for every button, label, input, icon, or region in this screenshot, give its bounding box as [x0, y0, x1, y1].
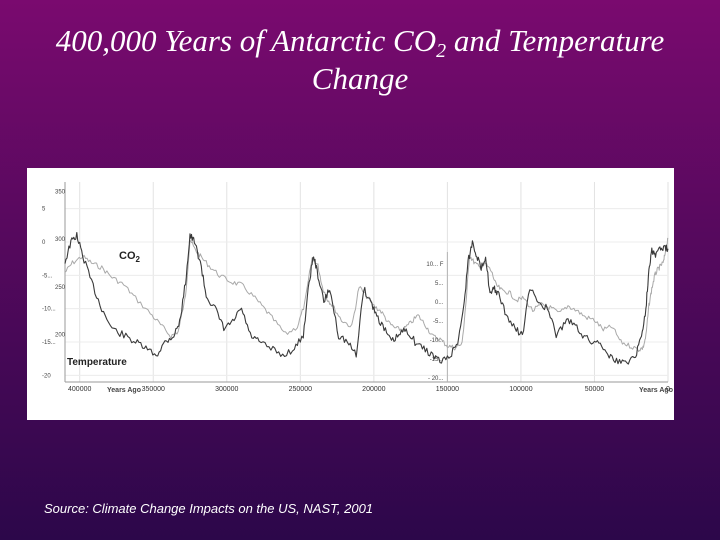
- chart-panel: 400000 350000 300000 250000 200000 150000 1000…: [27, 168, 674, 420]
- temp-tick-label-left: -20: [42, 373, 51, 379]
- temperature-series-label: Temperature: [67, 357, 127, 368]
- temp-tick-label-left: -5...: [42, 273, 53, 279]
- temp-tick-label-mid: -15...: [430, 357, 444, 363]
- x-tick-label: 300000: [215, 386, 238, 393]
- temp-tick-label-left: -10...: [42, 307, 56, 313]
- temp-tick-label-mid: 10... F: [426, 262, 443, 268]
- slide-title: 400,000 Years of Antarctic CO2 and Tempe…: [0, 22, 720, 98]
- x-axis-label-right: Years Ago: [639, 387, 673, 394]
- x-tick-label: 400000: [68, 386, 91, 393]
- source-caption: Source: Climate Change Impacts on the US…: [44, 501, 374, 516]
- temp-tick-label-mid: 5...: [435, 281, 444, 287]
- co2-tick-label: 200: [55, 332, 66, 338]
- x-tick-label: 350000: [142, 386, 165, 393]
- x-tick-label: 250000: [289, 386, 312, 393]
- title-line-1: 400,000 Years of Antarctic CO2 and Tempe…: [55, 23, 665, 62]
- co2-line: [64, 237, 669, 353]
- temp-tick-label-mid: -10...: [430, 338, 444, 344]
- co2-tick-label: 300: [55, 237, 66, 243]
- x-tick-label: 0: [666, 386, 670, 393]
- title-line-2: Change: [311, 61, 409, 96]
- co2-tick-label: 350: [55, 190, 66, 196]
- chart-labels: 400000 350000 300000 250000 200000 150000 1000…: [42, 190, 673, 394]
- co2-series: [64, 237, 669, 353]
- co2-tick-label: 250: [55, 285, 66, 291]
- x-tick-label: 150000: [436, 386, 459, 393]
- temperature-series: [64, 231, 669, 365]
- x-tick-label: 100000: [509, 386, 532, 393]
- temp-tick-label-left: -15...: [42, 340, 56, 346]
- co2-temperature-chart: 400000 350000 300000 250000 200000 150000 1000…: [42, 182, 673, 394]
- temp-tick-label-left: 0: [42, 240, 46, 246]
- chart-grid: [65, 182, 669, 382]
- co2-series-label: CO2: [119, 250, 141, 264]
- x-tick-label: 200000: [362, 386, 385, 393]
- chart-axes: [64, 182, 668, 383]
- x-axis-label-left: Years Ago: [107, 387, 141, 394]
- temp-tick-label-mid: - 20...: [428, 376, 444, 382]
- temp-tick-label-left: 5: [42, 207, 46, 213]
- temperature-line: [64, 231, 669, 365]
- temp-tick-label-mid: -5...: [433, 319, 444, 325]
- x-tick-label: 50000: [585, 386, 605, 393]
- temp-tick-label-mid: 0...: [435, 300, 444, 306]
